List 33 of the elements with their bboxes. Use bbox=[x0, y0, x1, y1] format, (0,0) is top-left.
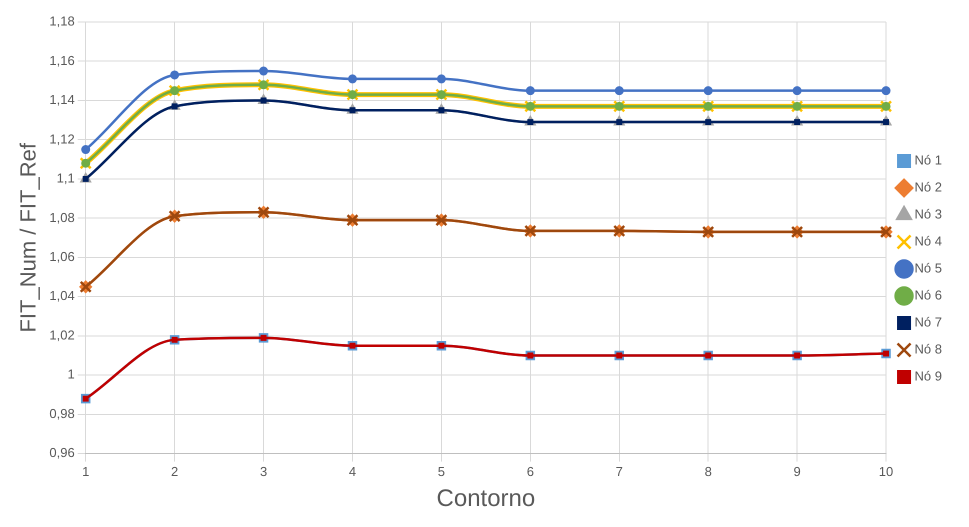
y-tick-label: 1,08 bbox=[49, 210, 75, 225]
x-tick-label: 1 bbox=[82, 464, 90, 479]
y-tick-label: 1,02 bbox=[49, 327, 75, 342]
x-tick-label: 6 bbox=[526, 464, 534, 479]
legend-label: Nó 5 bbox=[914, 260, 942, 276]
y-tick-label: 1,16 bbox=[49, 52, 75, 68]
y-axis-title: FIT_Num / FIT_Ref bbox=[15, 142, 40, 333]
legend-label: Nó 2 bbox=[914, 180, 942, 195]
x-axis-title: Contorno bbox=[436, 485, 536, 512]
legend-label: Nó 6 bbox=[914, 288, 942, 303]
legend-label: Nó 8 bbox=[914, 342, 942, 357]
legend-label: Nó 7 bbox=[914, 314, 942, 330]
y-tick-label: 1,12 bbox=[49, 131, 75, 146]
y-tick-label: 0,96 bbox=[49, 445, 75, 460]
y-tick-label: 1,04 bbox=[49, 288, 75, 304]
y-tick-label: 1,1 bbox=[56, 170, 75, 186]
legend-label: Nó 4 bbox=[914, 234, 942, 249]
x-tick-label: 4 bbox=[348, 464, 356, 479]
y-tick-label: 1,14 bbox=[49, 92, 75, 108]
y-tick-label: 1,18 bbox=[49, 14, 75, 29]
y-tick-label: 1 bbox=[67, 366, 75, 382]
y-tick-label: 0,98 bbox=[49, 406, 75, 421]
x-tick-label: 2 bbox=[171, 464, 178, 479]
x-tick-label: 8 bbox=[704, 464, 712, 479]
x-tick-label: 7 bbox=[616, 464, 623, 479]
x-tick-label: 3 bbox=[260, 464, 268, 479]
legend-label: Nó 9 bbox=[914, 368, 942, 384]
legend-label: Nó 1 bbox=[914, 152, 942, 168]
x-tick-label: 5 bbox=[438, 464, 446, 479]
x-tick-label: 9 bbox=[793, 464, 801, 479]
x-tick-label: 10 bbox=[878, 464, 894, 479]
legend-label: Nó 3 bbox=[914, 206, 942, 222]
y-tick-label: 1,06 bbox=[49, 248, 75, 264]
